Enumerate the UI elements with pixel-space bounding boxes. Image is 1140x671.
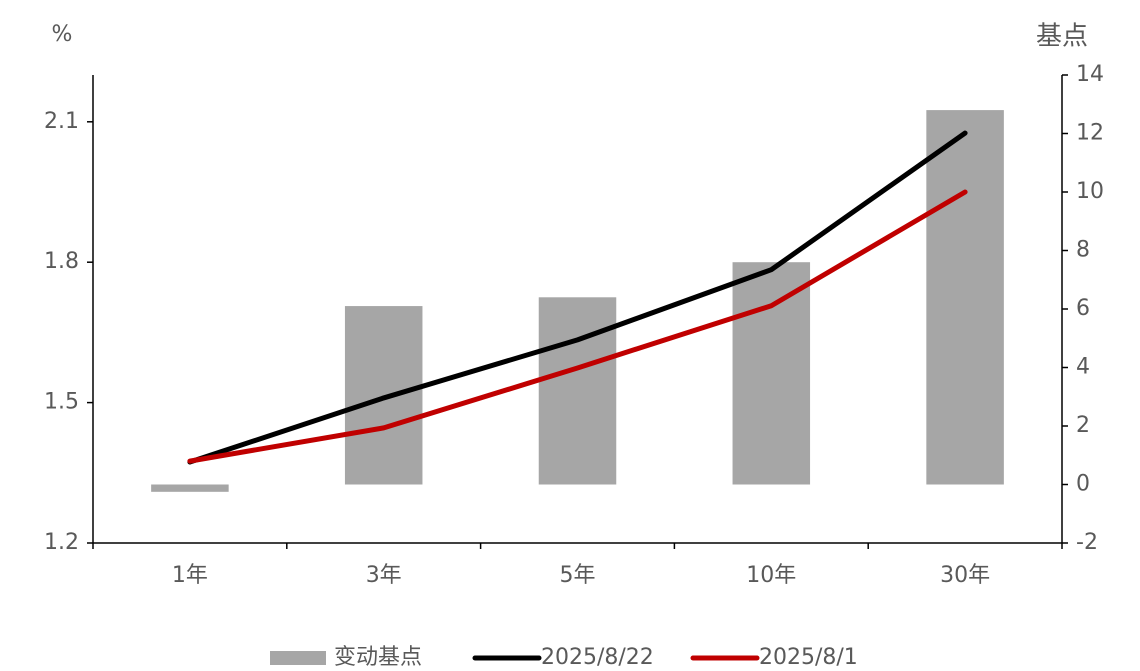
bar: [926, 110, 1004, 485]
y2-axis-label: 基点: [1036, 22, 1088, 52]
x-tick-label: 10年: [746, 563, 796, 588]
y2-tick-label: 14: [1076, 62, 1104, 87]
bar: [732, 262, 811, 485]
bar: [151, 484, 229, 492]
x-tick-label: 1年: [172, 563, 208, 588]
legend-swatch: [270, 651, 326, 665]
x-tick-label: 30年: [940, 563, 990, 588]
y-tick-label: 1.5: [44, 390, 79, 415]
legend-label: 变动基点: [334, 645, 422, 670]
legend-label: 2025/8/1: [759, 645, 858, 670]
y-tick-label: 1.8: [44, 249, 79, 274]
line: [187, 189, 968, 464]
x-tick-label: 5年: [560, 563, 596, 588]
bar: [538, 297, 617, 485]
y2-tick-label: 8: [1076, 238, 1090, 263]
x-tick-label: 3年: [366, 563, 402, 588]
y2-tick-label: 12: [1076, 121, 1104, 146]
y2-tick-label: -2: [1076, 530, 1098, 555]
line: [187, 130, 968, 465]
y-axis-label: %: [52, 22, 73, 47]
y2-tick-label: 2: [1076, 413, 1090, 438]
y2-tick-label: 6: [1076, 296, 1090, 321]
y-tick-label: 2.1: [44, 109, 79, 134]
y-tick-label: 1.2: [44, 530, 79, 555]
legend-label: 2025/8/22: [541, 645, 654, 670]
y2-tick-label: 4: [1076, 355, 1090, 380]
y2-tick-label: 0: [1076, 472, 1090, 497]
y2-tick-label: 10: [1076, 179, 1104, 204]
bar: [344, 306, 423, 485]
